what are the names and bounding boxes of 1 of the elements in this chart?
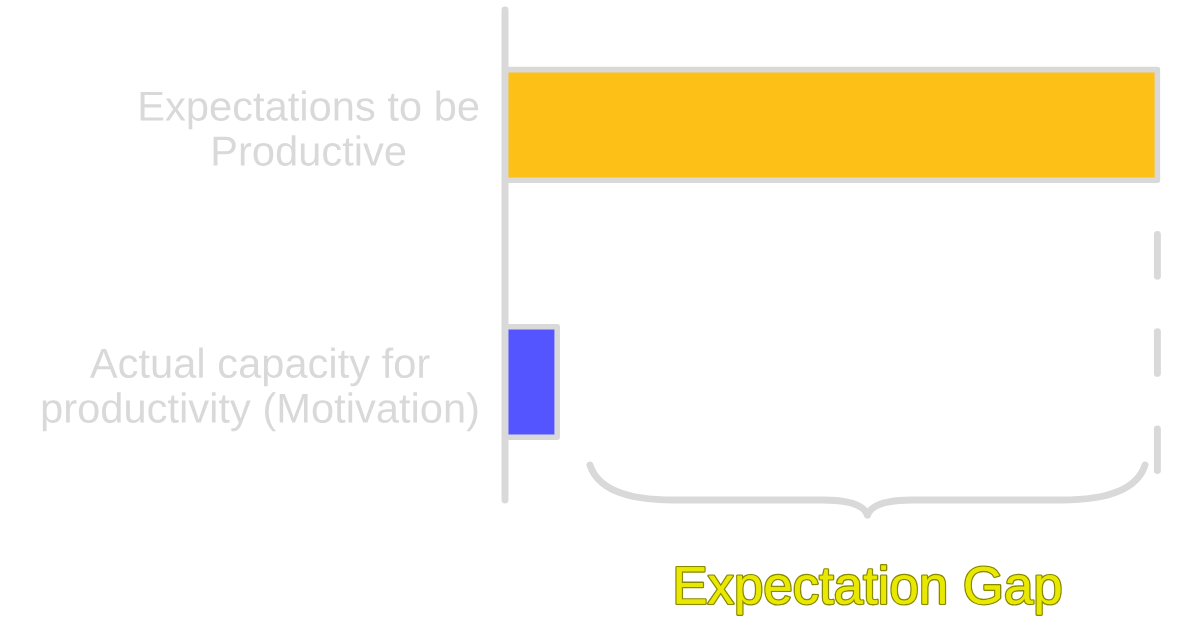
text: Expectation Gap <box>676 565 1061 615</box>
